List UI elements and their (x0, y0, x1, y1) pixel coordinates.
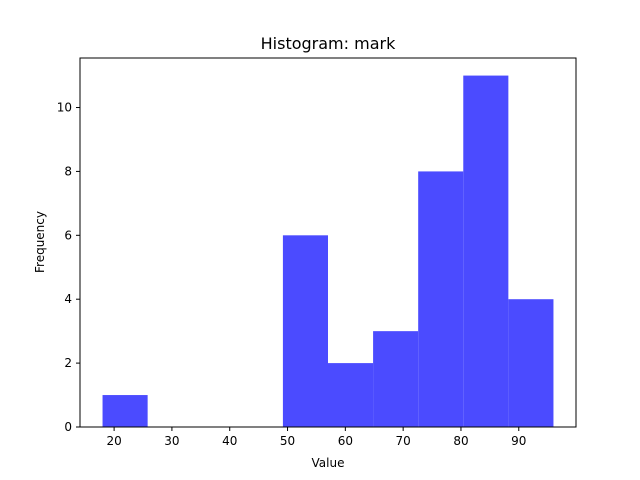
plot-area-frame (79, 57, 577, 428)
y-tick-label: 10 (57, 101, 72, 115)
histogram-bar (328, 363, 374, 427)
bars-group (102, 75, 554, 428)
x-tick-label: 90 (511, 434, 526, 448)
histogram-bar (373, 331, 419, 427)
y-tick-label: 0 (64, 420, 72, 434)
x-axis-label: Value (312, 456, 345, 470)
x-axis-ticks: 20 30 40 50 60 70 80 90 (106, 427, 526, 448)
x-tick-label: 70 (396, 434, 411, 448)
histogram-bar (102, 395, 148, 427)
y-tick-label: 2 (64, 356, 72, 370)
histogram-bar (282, 235, 328, 427)
y-axis-ticks: 0 2 4 6 8 10 (57, 101, 80, 434)
x-tick-label: 30 (164, 434, 179, 448)
x-tick-label: 50 (280, 434, 295, 448)
x-tick-label: 60 (338, 434, 353, 448)
x-tick-label: 20 (106, 434, 121, 448)
y-axis-label: Frequency (33, 211, 47, 273)
x-tick-label: 80 (453, 434, 468, 448)
y-tick-label: 8 (64, 164, 72, 178)
chart-title: Histogram: mark (261, 34, 396, 53)
y-tick-label: 4 (64, 292, 72, 306)
histogram-bar (508, 299, 554, 427)
y-tick-label: 6 (64, 228, 72, 242)
histogram-bar (418, 171, 464, 427)
histogram-bar (463, 75, 509, 428)
x-tick-label: 40 (222, 434, 237, 448)
